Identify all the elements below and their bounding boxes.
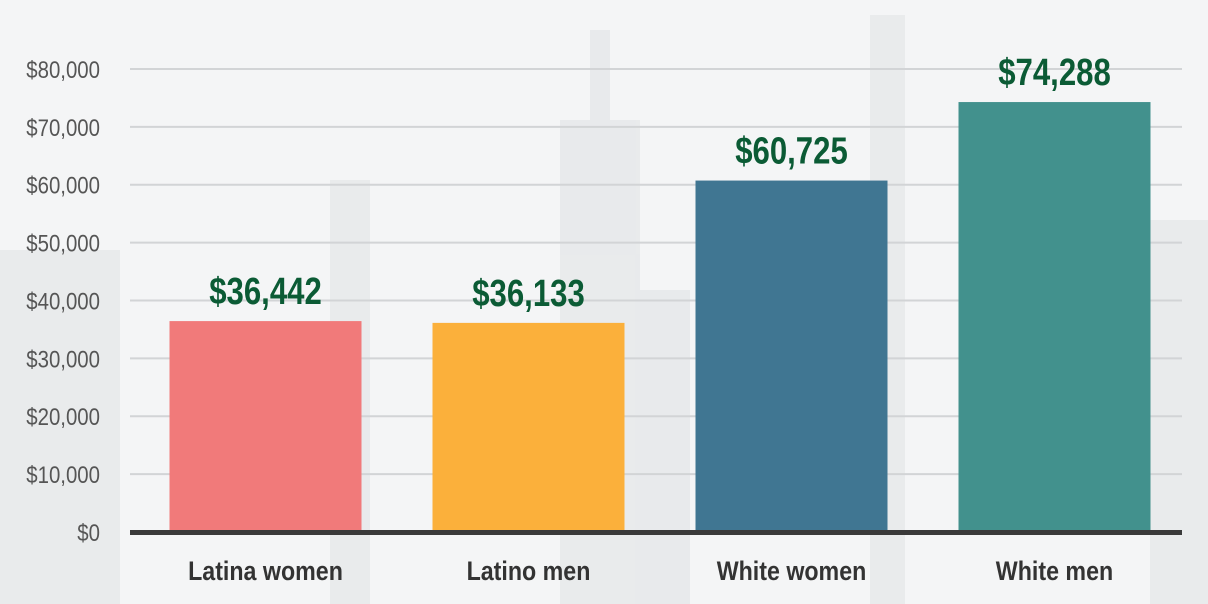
y-tick-label: $80,000 [26, 56, 100, 83]
x-tick-label: White women [717, 556, 867, 586]
y-axis-tick-labels: $0 $10,000 $20,000 $30,000 $40,000 $50,000 $60… [26, 56, 100, 546]
y-tick-label: $70,000 [26, 114, 100, 141]
data-label: $36,442 [209, 271, 322, 313]
bars [169, 102, 1151, 532]
x-tick-label: Latino men [467, 556, 591, 586]
bar-latina-women [169, 321, 362, 532]
x-axis-baseline [130, 530, 1182, 535]
x-tick-label: Latina women [188, 556, 343, 586]
y-tick-label: $0 [77, 519, 100, 546]
bar-white-men [958, 102, 1151, 532]
y-tick-label: $30,000 [26, 346, 100, 373]
y-tick-label: $10,000 [26, 462, 100, 489]
bar-latino-men [432, 322, 625, 532]
y-tick-label: $40,000 [26, 288, 100, 315]
data-label: $60,725 [735, 131, 848, 173]
data-label: $74,288 [998, 52, 1111, 94]
y-tick-label: $60,000 [26, 172, 100, 199]
y-tick-label: $50,000 [26, 230, 100, 257]
x-axis-tick-labels: Latina women Latino men White women White m… [188, 556, 1113, 586]
data-labels: $36,442 $36,133 $60,725 $74,288 [209, 52, 1111, 314]
y-tick-label: $20,000 [26, 404, 100, 431]
x-tick-label: White men [996, 556, 1113, 586]
bar-white-women [695, 180, 888, 532]
data-label: $36,133 [472, 273, 585, 315]
